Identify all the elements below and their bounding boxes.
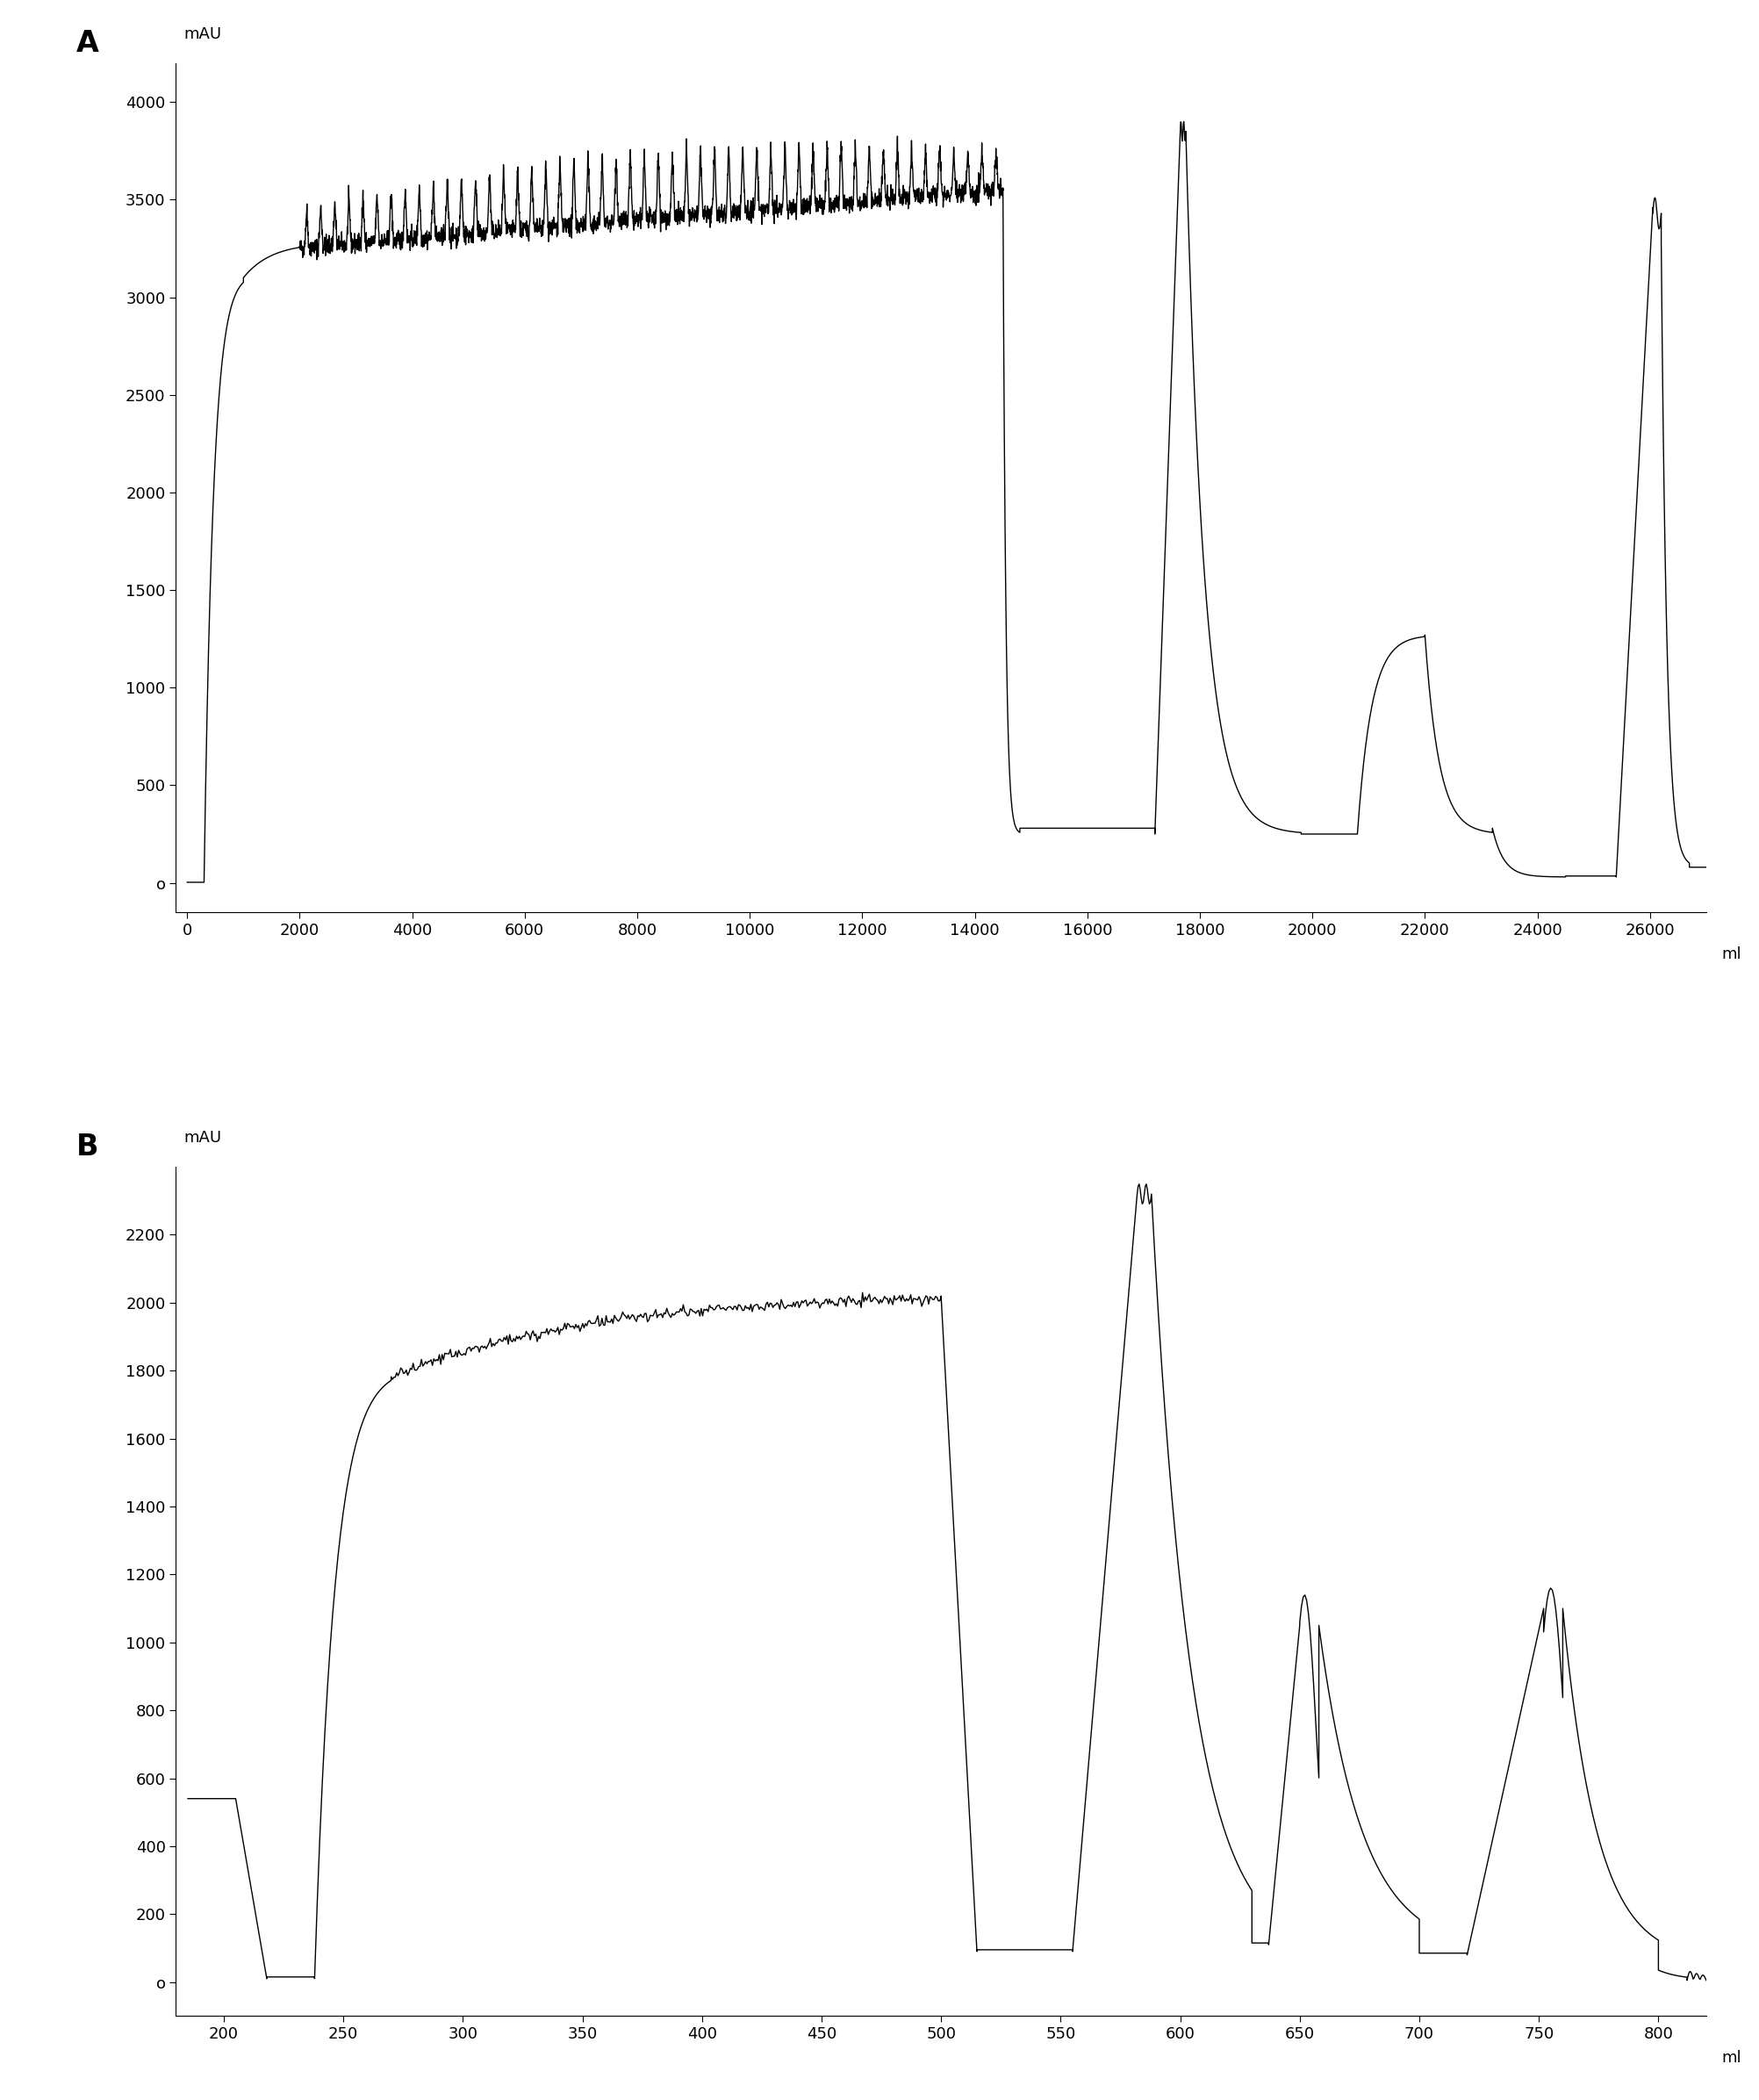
Text: ml: ml (1722, 947, 1741, 962)
Text: mAU: mAU (183, 1130, 222, 1147)
Text: B: B (76, 1132, 99, 1161)
Text: A: A (76, 29, 99, 59)
Text: mAU: mAU (183, 25, 222, 42)
Text: ml: ml (1722, 2050, 1741, 2066)
